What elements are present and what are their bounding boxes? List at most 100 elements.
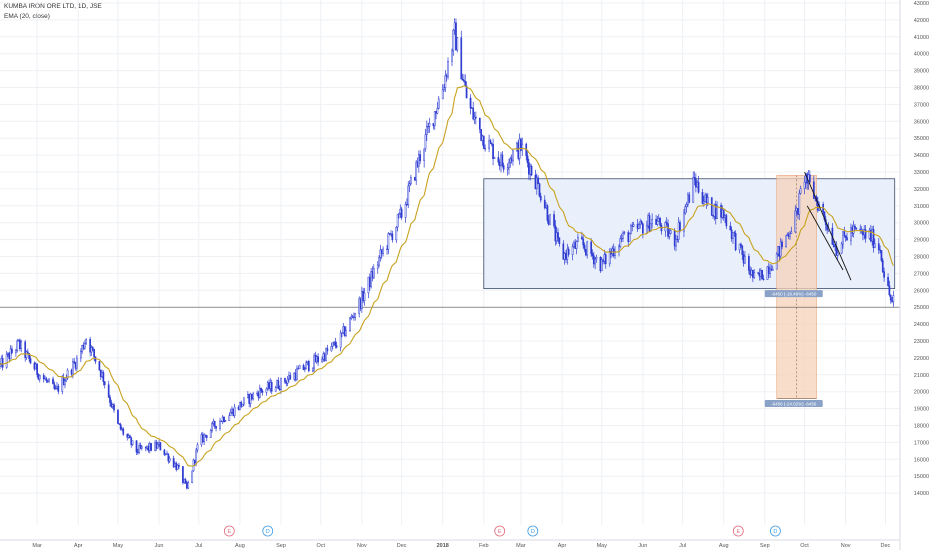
candle-body [563, 253, 566, 260]
candle-body [571, 246, 574, 255]
candle-body [361, 291, 363, 309]
event-marker [223, 525, 235, 537]
candle-body [288, 375, 290, 380]
candle-body [144, 446, 147, 449]
candle-body [407, 185, 410, 205]
ema-line [0, 85, 894, 467]
candle-body [139, 445, 142, 449]
y-tick-label: 43000 [914, 1, 929, 7]
candle-body [557, 232, 559, 238]
candle-body [779, 241, 782, 257]
y-tick-label: 18000 [914, 424, 929, 430]
candle-body [443, 87, 445, 91]
candle-body [566, 248, 569, 260]
candle-body [48, 378, 50, 382]
candle-body [766, 266, 769, 281]
candle-body [543, 199, 546, 208]
candle-body [668, 233, 671, 237]
event-marker-label: D [773, 529, 777, 535]
candle-body [90, 347, 93, 353]
candle-body [353, 316, 355, 318]
candle-body [37, 374, 40, 380]
candle-body [89, 339, 91, 353]
candle-body [864, 229, 867, 239]
candle-body [284, 378, 286, 383]
candle-body [249, 393, 252, 404]
x-tick-label: Mar [32, 543, 42, 549]
candle-body [843, 231, 846, 236]
candle-body [575, 241, 578, 249]
candle-body [850, 227, 852, 241]
candle-body [493, 157, 496, 160]
candle-body [647, 215, 650, 227]
candle-body [193, 459, 196, 464]
y-tick-label: 17000 [914, 440, 929, 446]
candle-body [675, 238, 677, 247]
candle-body [872, 229, 875, 249]
candle-body [416, 161, 419, 167]
candle-body [683, 212, 685, 232]
candle-body [175, 463, 178, 470]
candle-body [855, 227, 858, 230]
candle-body [712, 215, 714, 217]
y-tick-label: 37000 [914, 102, 929, 108]
candle-body [697, 181, 700, 193]
candle-body [512, 150, 514, 162]
candle-body [640, 221, 643, 225]
candle-body [213, 421, 216, 427]
candle-body [742, 254, 745, 264]
candle-body [622, 232, 624, 239]
candle-body [237, 406, 240, 410]
candle-body [46, 380, 49, 382]
y-tick-label: 32000 [914, 187, 929, 193]
candle-body [371, 271, 374, 279]
x-tick-label: Jun [638, 543, 647, 549]
candle-body [478, 117, 481, 130]
y-tick-label: 36000 [914, 119, 929, 125]
candle-body [302, 365, 305, 370]
candle-body [602, 259, 604, 262]
candle-body [510, 158, 513, 162]
candle-body [696, 181, 699, 188]
candle-body [471, 107, 473, 109]
candle-body [93, 349, 95, 357]
candle-body [368, 276, 371, 287]
candle-body [239, 401, 241, 410]
candle-body [1, 358, 4, 368]
candle-body [298, 365, 301, 369]
x-tick-label: Dec [881, 543, 891, 549]
candle-body [452, 29, 455, 52]
x-tick-label: 2018 [437, 543, 449, 549]
candle-body [73, 361, 76, 363]
candle-body [74, 362, 77, 369]
candle-body [419, 154, 422, 162]
candle-body [323, 353, 326, 361]
x-tick-label: Apr [74, 543, 83, 549]
candle-body [481, 135, 484, 141]
candle-body [521, 143, 524, 151]
candle-body [554, 225, 557, 242]
candle-body [135, 440, 138, 453]
x-tick-label: Jul [679, 543, 686, 549]
candle-body [844, 235, 847, 238]
candle-body [832, 244, 835, 247]
candle-body [182, 466, 184, 483]
ema-20-line [0, 85, 894, 467]
candle-body [516, 142, 518, 152]
candle-body [62, 377, 65, 386]
candle-body [345, 330, 347, 336]
y-tick-label: 39000 [914, 69, 929, 75]
candle-body [545, 205, 547, 208]
candle-body [388, 233, 391, 235]
candle-body [628, 233, 631, 242]
candle-body [130, 437, 133, 445]
candle-body [306, 360, 309, 363]
candle-body [530, 165, 533, 176]
candle-body [706, 197, 709, 204]
candle-body [823, 211, 826, 220]
candle-body [642, 223, 644, 234]
candle-body [877, 243, 880, 251]
candle-body [166, 453, 168, 455]
candle-body [648, 215, 651, 232]
